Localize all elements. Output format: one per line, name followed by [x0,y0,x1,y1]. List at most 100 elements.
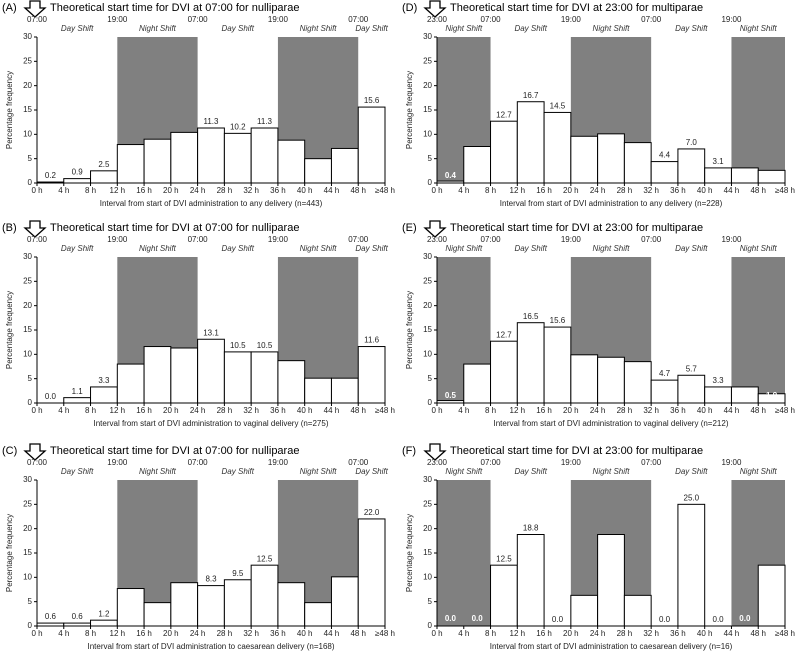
value-label: 10.1 [603,137,619,146]
value-label: 8.3 [632,146,644,155]
x-tick-label: 8 h [85,406,96,415]
panel-label: (C) [2,445,17,457]
time-label: 07:00 [348,458,369,467]
time-label: 19:00 [721,235,742,244]
x-tick-label: 40 h [297,186,313,195]
bar [570,135,599,184]
x-tick-label: 4 h [58,406,69,415]
x-tick-label: 16 h [536,406,552,415]
bar [116,588,145,627]
x-tick-label: 20 h [163,406,179,415]
x-tick-label: 0 h [31,406,42,415]
value-label: 9.5 [232,569,244,578]
bar [277,360,306,404]
arrow-icon [423,0,447,18]
x-tick-label: 8 h [85,629,96,638]
shift-label: Day Shift [222,24,255,33]
y-tick-label: 20 [23,524,32,533]
value-label: 4.8 [152,606,164,615]
x-tick-label: 20 h [563,629,579,638]
y-tick-label: 5 [28,597,33,606]
x-tick-label: 48 h [350,186,366,195]
x-tick-label: 32 h [243,186,259,195]
shift-label: Night Shift [593,467,631,476]
bar [250,351,279,404]
x-tick-label: 32 h [243,629,259,638]
x-tick-label: 32 h [643,629,659,638]
y-tick-label: 10 [423,572,432,581]
x-tick-label: 16 h [536,629,552,638]
value-label: 5.0 [313,162,325,171]
value-label: 0.9 [72,168,84,177]
x-tick-label: 36 h [270,406,286,415]
x-tick-label: 12 h [110,406,126,415]
time-label: 07:00 [348,15,369,24]
bar [223,579,252,627]
time-label: 07:00 [27,15,48,24]
bar [677,503,706,627]
bar [143,346,172,404]
arrow-icon [423,443,447,461]
bar [543,111,572,184]
x-tick-label: 20 h [563,186,579,195]
value-label: 16.7 [523,91,539,100]
bar [116,363,145,404]
value-label: 6.3 [632,598,644,607]
shift-label: Night Shift [300,467,338,476]
panel-label: (A) [2,2,17,14]
time-label: 19:00 [561,235,582,244]
value-label: 10.5 [257,341,273,350]
value-label: 7.1 [339,152,351,161]
shift-label: Night Shift [593,24,631,33]
x-tick-label: 24 h [190,406,206,415]
x-tick-label: 44 h [724,186,740,195]
x-tick-label: 0 h [31,629,42,638]
x-tick-label: 36 h [270,186,286,195]
y-axis-label: Percentage frequency [5,514,14,592]
time-label: 07:00 [188,458,209,467]
time-label: 07:00 [641,15,662,24]
value-label: 12.5 [764,568,780,577]
x-tick-label: 0 h [431,406,442,415]
x-axis-label: Interval from start of DVI administratio… [100,199,323,208]
x-tick-label: 16 h [136,629,152,638]
y-tick-label: 25 [423,56,432,65]
shift-label: Night Shift [300,24,338,33]
value-label: 5.7 [686,364,698,373]
chart-title: Theoretical start time for DVI at 23:00 … [450,2,703,14]
y-tick-label: 20 [23,301,32,310]
value-label: 3.3 [713,376,725,385]
y-tick-label: 10 [23,129,32,138]
x-tick-label: ≥48 h [375,406,395,415]
value-label: 6.3 [579,598,591,607]
time-label: 19:00 [107,235,128,244]
y-tick-label: 15 [423,548,432,557]
value-label: 3.1 [739,171,751,180]
value-label: 4.4 [659,151,671,160]
bar [516,322,545,404]
x-tick-label: 36 h [670,406,686,415]
x-tick-label: 32 h [643,186,659,195]
y-tick-label: 20 [423,524,432,533]
value-label: 1.1 [72,387,84,396]
value-label: 2.5 [98,160,110,169]
time-label: 07:00 [188,15,209,24]
value-label: 0.6 [45,612,57,621]
bar [63,178,92,184]
x-tick-label: 24 h [190,186,206,195]
time-label: 19:00 [721,15,742,24]
arrow-icon [423,220,447,238]
bar [597,534,625,627]
x-tick-label: ≥48 h [375,186,395,195]
x-tick-label: 4 h [458,406,469,415]
time-label: 23:00 [427,15,448,24]
value-label: 0.4 [445,171,457,180]
value-label: 11.6 [150,350,166,359]
y-axis-label: Percentage frequency [5,291,14,369]
x-tick-label: 28 h [617,406,633,415]
shift-label: Night Shift [740,244,778,253]
bar [277,582,306,627]
night-shade [731,37,785,183]
panel-label: (D) [402,2,417,14]
y-tick-label: 25 [23,499,32,508]
